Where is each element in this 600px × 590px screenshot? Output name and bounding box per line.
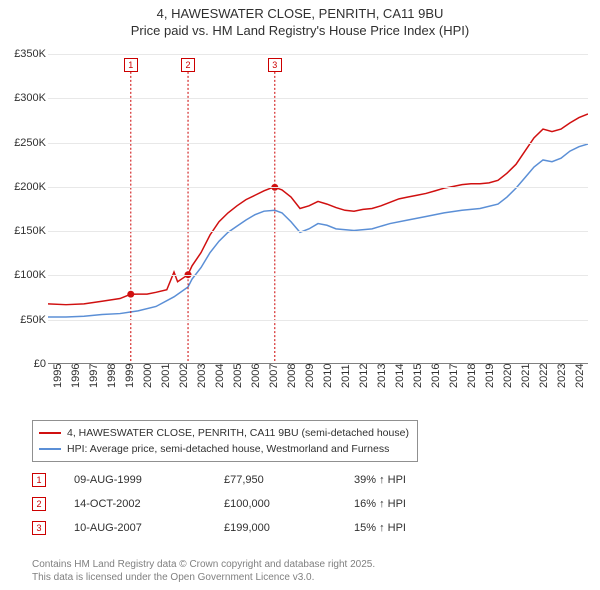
y-gridline <box>48 275 588 276</box>
sale-price: £77,950 <box>224 474 354 486</box>
sale-marker-box: 2 <box>181 58 195 72</box>
sale-date: 14-OCT-2002 <box>74 498 224 510</box>
chart-title-line1: 4, HAWESWATER CLOSE, PENRITH, CA11 9BU <box>0 6 600 21</box>
x-tick-label: 2024 <box>574 364 600 388</box>
sale-marker-box: 1 <box>124 58 138 72</box>
sale-marker-box: 3 <box>268 58 282 72</box>
y-tick-label: £150K <box>6 225 46 237</box>
chart-title-line2: Price paid vs. HM Land Registry's House … <box>0 23 600 38</box>
legend-swatch <box>39 432 61 434</box>
y-tick-label: £200K <box>6 181 46 193</box>
sale-row: 2 14-OCT-2002£100,00016% ↑ HPI <box>32 492 474 516</box>
y-gridline <box>48 187 588 188</box>
y-tick-label: £250K <box>6 137 46 149</box>
legend-label: 4, HAWESWATER CLOSE, PENRITH, CA11 9BU (… <box>67 427 409 439</box>
y-gridline <box>48 143 588 144</box>
sale-price: £100,000 <box>224 498 354 510</box>
y-gridline <box>48 231 588 232</box>
y-gridline <box>48 54 588 55</box>
y-tick-label: £100K <box>6 269 46 281</box>
sale-diff: 15% ↑ HPI <box>354 522 474 534</box>
y-tick-label: £50K <box>6 314 46 326</box>
sales-table: 1 09-AUG-1999£77,95039% ↑ HPI 2 14-OCT-2002… <box>32 468 474 540</box>
sale-index-box: 1 <box>32 473 46 487</box>
chart-title-block: 4, HAWESWATER CLOSE, PENRITH, CA11 9BU P… <box>0 0 600 38</box>
y-tick-label: £0 <box>6 358 46 370</box>
legend-row: 4, HAWESWATER CLOSE, PENRITH, CA11 9BU (… <box>39 425 409 441</box>
sale-diff: 39% ↑ HPI <box>354 474 474 486</box>
plot-svg <box>48 54 588 363</box>
sale-date: 09-AUG-1999 <box>74 474 224 486</box>
sale-row: 1 09-AUG-1999£77,95039% ↑ HPI <box>32 468 474 492</box>
legend-label: HPI: Average price, semi-detached house,… <box>67 443 389 455</box>
footer-line2: This data is licensed under the Open Gov… <box>32 572 375 585</box>
sale-marker-dot <box>127 291 134 298</box>
y-gridline <box>48 98 588 99</box>
sale-index-box: 2 <box>32 497 46 511</box>
sale-diff: 16% ↑ HPI <box>354 498 474 510</box>
y-gridline <box>48 320 588 321</box>
legend-swatch <box>39 448 61 450</box>
chart-area: £0£50K£100K£150K£200K£250K£300K£350K 199… <box>6 54 594 404</box>
y-tick-label: £300K <box>6 92 46 104</box>
sale-date: 10-AUG-2007 <box>74 522 224 534</box>
footer-line1: Contains HM Land Registry data © Crown c… <box>32 559 375 572</box>
sale-row: 3 10-AUG-2007£199,00015% ↑ HPI <box>32 516 474 540</box>
sale-index-box: 3 <box>32 521 46 535</box>
y-tick-label: £350K <box>6 48 46 60</box>
plot-area <box>48 54 588 364</box>
footer-attribution: Contains HM Land Registry data © Crown c… <box>32 559 375 584</box>
legend-row: HPI: Average price, semi-detached house,… <box>39 441 409 457</box>
legend: 4, HAWESWATER CLOSE, PENRITH, CA11 9BU (… <box>32 420 418 462</box>
sale-price: £199,000 <box>224 522 354 534</box>
